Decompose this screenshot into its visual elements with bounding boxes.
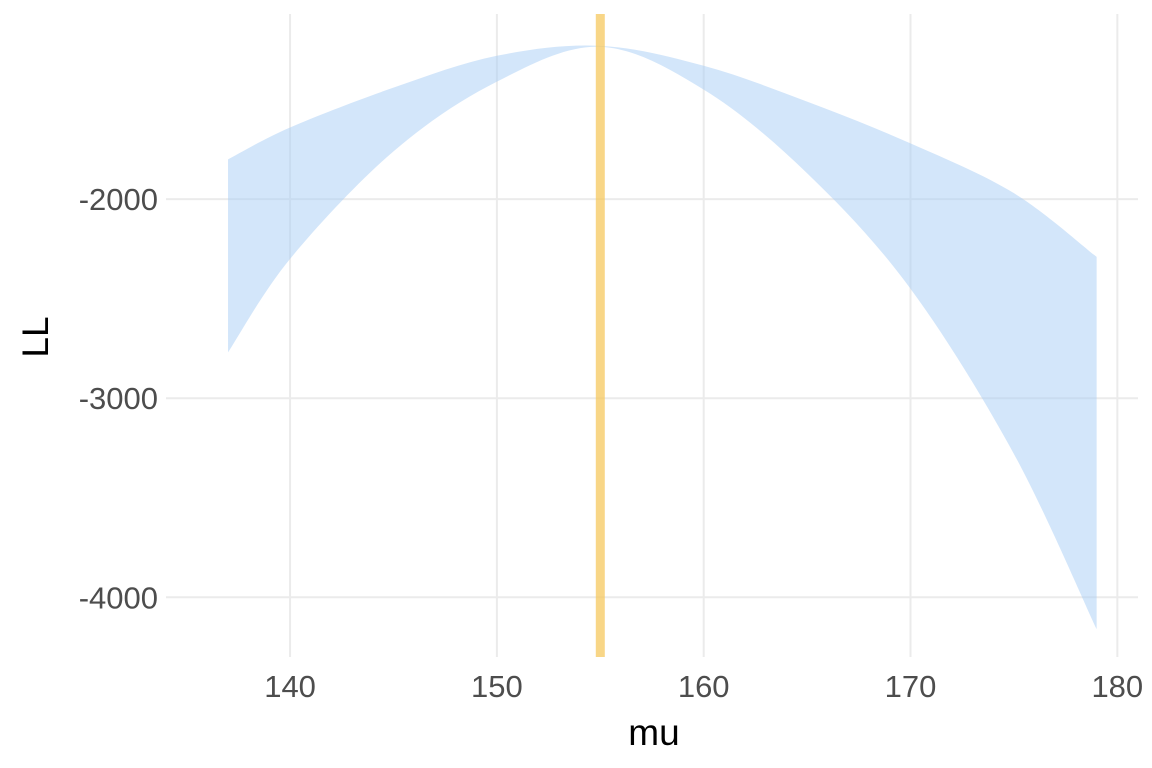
y-tick-label: -2000 (79, 182, 158, 217)
y-tick-label: -4000 (79, 580, 158, 615)
x-tick-label: 140 (264, 669, 316, 704)
x-axis-title: mu (628, 712, 679, 753)
x-tick-label: 180 (1091, 669, 1143, 704)
y-axis-title: LL (15, 316, 56, 357)
x-axis-tick-labels: 140 150 160 170 180 (264, 669, 1143, 704)
vertical-reference-line (595, 14, 605, 657)
x-tick-label: 150 (471, 669, 523, 704)
likelihood-ribbon (228, 45, 1097, 630)
y-axis-tick-labels: -4000 -3000 -2000 (79, 182, 158, 615)
gridlines (166, 14, 1138, 657)
y-tick-label: -3000 (79, 381, 158, 416)
x-tick-label: 170 (885, 669, 937, 704)
x-tick-label: 160 (678, 669, 730, 704)
